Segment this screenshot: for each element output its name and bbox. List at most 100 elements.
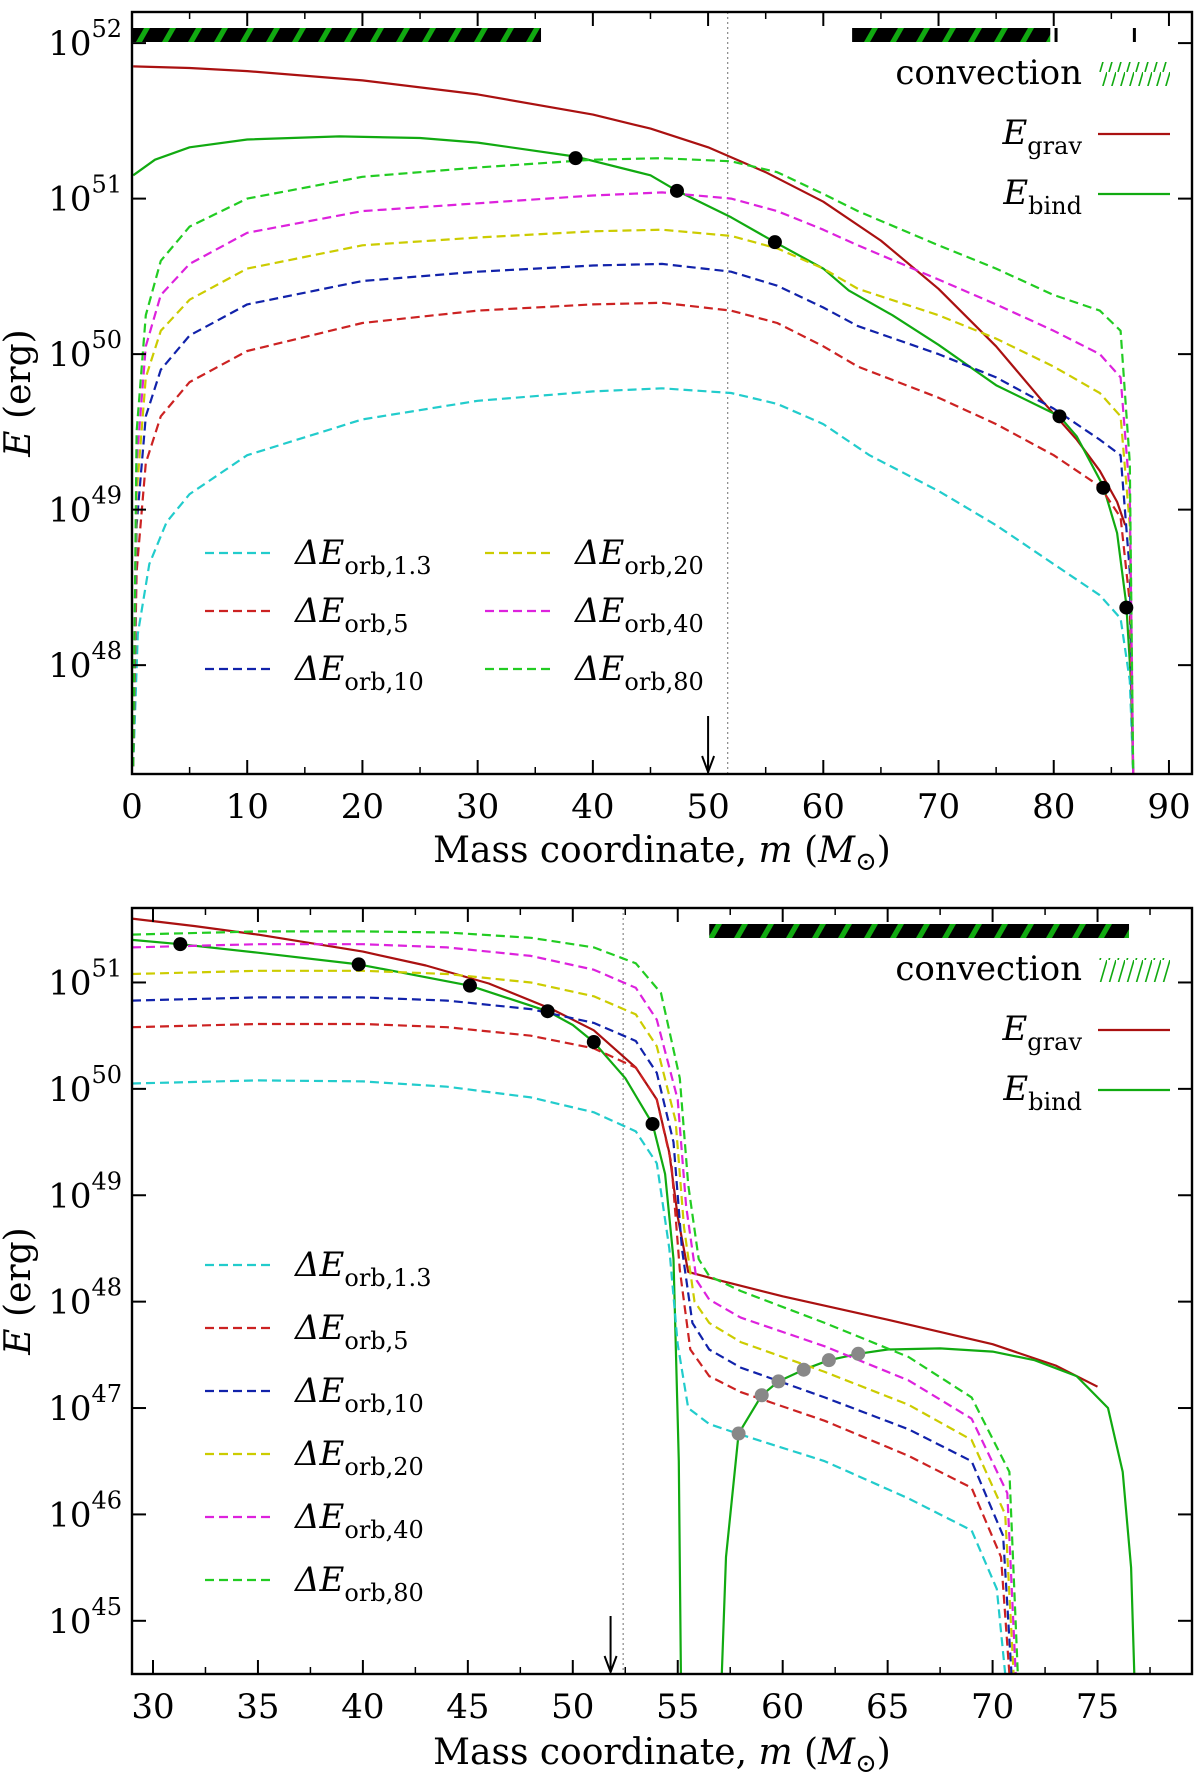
data-point: [173, 937, 188, 952]
legend-label-ebind: Ebind: [1002, 173, 1082, 220]
x-tick-label: 10: [226, 787, 269, 827]
data-point: [851, 1346, 866, 1361]
x-axis-title: Mass coordinate, m (M⊙): [433, 830, 891, 877]
x-tick-label: 60: [761, 1687, 804, 1727]
convection-band: [852, 28, 1051, 42]
data-point: [586, 1035, 601, 1050]
series-line-e-bind: [132, 938, 682, 1674]
y-tick-label: 1049: [48, 482, 122, 531]
data-point: [351, 957, 366, 972]
y-tick-label: 1051: [48, 171, 122, 220]
convection-band: [709, 924, 1130, 938]
y-tick-label: 1046: [48, 1486, 122, 1535]
x-tick-label: 50: [551, 1687, 594, 1727]
legend-label-egrav: Egrav: [1001, 113, 1082, 160]
legend-label-o10: ΔEorb,10: [293, 649, 424, 696]
data-point: [1096, 480, 1111, 495]
legend-top-right: convection Egrav Ebind: [895, 53, 1170, 220]
legend-label-o40: ΔEorb,40: [293, 1497, 424, 1544]
data-point: [754, 1388, 769, 1403]
series-line-de-orb-5: [132, 1022, 1011, 1674]
x-tick-label: 40: [571, 787, 614, 827]
series-line-de-orb-40: [132, 191, 1135, 774]
legend-label-o20: ΔEorb,20: [573, 533, 704, 580]
legend-label-egrav: Egrav: [1001, 1009, 1082, 1056]
series-line-de-orb-10: [132, 262, 1135, 774]
convection-tick: [1054, 28, 1058, 42]
y-tick-label: 1049: [48, 1167, 122, 1216]
x-tick-label: 60: [802, 787, 845, 827]
bottom-panel: 30 35 40 45 50 55 60 65 70 75 1045 1046 1047 1048 1049…: [0, 906, 1194, 1776]
axes-frame: [130, 10, 1194, 776]
series-line-de-orb-1-3: [132, 387, 1135, 774]
series-line-de-orb-80: [132, 930, 1019, 1674]
legend-series: ΔEorb,1.3 ΔEorb,5 ΔEorb,10 ΔEorb,20 ΔEorb,40…: [205, 1245, 431, 1607]
data-point: [568, 151, 583, 166]
data-point: [821, 1353, 836, 1368]
plot-area: [132, 908, 1136, 1674]
data-point: [796, 1362, 811, 1377]
x-tick-label: 65: [866, 1687, 909, 1727]
series-line-de-orb-20: [132, 969, 1015, 1674]
data-point: [771, 1374, 786, 1389]
series-line-de-orb-20: [132, 228, 1135, 774]
data-point: [462, 978, 477, 993]
y-tick-label: 1045: [48, 1593, 122, 1642]
series-line-de-orb-5: [132, 301, 1135, 774]
x-tick-label: 50: [686, 787, 729, 827]
x-axis-title: Mass coordinate, m (M⊙): [433, 1732, 891, 1776]
x-tick-label: 0: [121, 787, 143, 827]
axes-frame: [130, 906, 1194, 1676]
x-tick-label: 20: [341, 787, 384, 827]
legend-label-o20: ΔEorb,20: [293, 1434, 424, 1481]
series-line-de-orb-1-3: [132, 1079, 1007, 1674]
x-tick-label: 30: [131, 1687, 174, 1727]
convection-band: [132, 28, 542, 42]
x-tick-label: 45: [446, 1687, 489, 1727]
legend-label-o80: ΔEorb,80: [293, 1560, 424, 1607]
y-tick-label: 1050: [48, 326, 122, 375]
data-point: [540, 1004, 555, 1019]
x-tick-label: 40: [341, 1687, 384, 1727]
legend-swatch-convection: [1098, 958, 1170, 982]
series-line-de-orb-40: [132, 943, 1017, 1674]
legend-label-convection: convection: [895, 949, 1082, 989]
legend-label-ebind: Ebind: [1002, 1069, 1082, 1116]
y-tick-label: 1048: [48, 1274, 122, 1323]
arrow-head: [603, 1655, 618, 1675]
legend-label-o80: ΔEorb,80: [573, 649, 704, 696]
arrow-marker: [603, 1616, 618, 1675]
x-tick-label: 70: [971, 1687, 1014, 1727]
x-tick-label: 80: [1032, 787, 1075, 827]
data-point: [1119, 600, 1134, 615]
data-point: [767, 235, 782, 250]
data-point: [731, 1426, 746, 1441]
data-point: [645, 1116, 660, 1131]
data-point: [1052, 409, 1067, 424]
legend-label-convection: convection: [895, 53, 1082, 93]
data-point: [669, 183, 684, 198]
convection-tick: [1132, 28, 1136, 42]
legend-label-o5: ΔEorb,5: [293, 591, 409, 638]
series-line-de-orb-10: [132, 996, 1013, 1674]
legend-label-o5: ΔEorb,5: [293, 1308, 409, 1355]
plot-area: [132, 12, 1136, 774]
x-tick-label: 75: [1076, 1687, 1119, 1727]
x-tick-label: 90: [1147, 787, 1190, 827]
legend-swatch-convection: [1098, 62, 1170, 86]
legend-label-o13: ΔEorb,1.3: [293, 1245, 431, 1292]
legend-series: ΔEorb,1.3 ΔEorb,5 ΔEorb,10 ΔEorb,20 ΔEorb,40…: [205, 533, 704, 696]
x-tick-label: 70: [917, 787, 960, 827]
x-tick-label: 30: [456, 787, 499, 827]
series-line-de-orb-80: [132, 157, 1135, 774]
y-axis-title: E (erg): [0, 329, 39, 457]
y-tick-label: 1050: [48, 1061, 122, 1110]
y-axis-title: E (erg): [0, 1227, 39, 1355]
legend-label-o13: ΔEorb,1.3: [293, 533, 431, 580]
series-line-e-bind-outer: [720, 1347, 1136, 1674]
y-tick-label: 1047: [48, 1380, 122, 1429]
y-tick-label: 1052: [48, 15, 122, 64]
legend-label-o40: ΔEorb,40: [573, 591, 704, 638]
x-tick-label: 55: [656, 1687, 699, 1727]
